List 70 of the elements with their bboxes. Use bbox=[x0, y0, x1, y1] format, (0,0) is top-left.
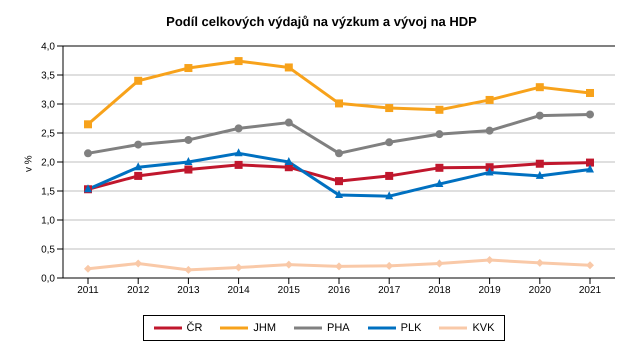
point bbox=[234, 124, 243, 132]
point bbox=[134, 140, 142, 149]
point bbox=[234, 148, 243, 156]
point bbox=[435, 164, 444, 172]
y-tick-label: 1,5 bbox=[41, 186, 56, 198]
point bbox=[435, 179, 444, 188]
point bbox=[134, 172, 142, 180]
point bbox=[586, 261, 594, 270]
y-axis-title: v % bbox=[24, 155, 35, 172]
x-tick-label: 2015 bbox=[278, 285, 300, 296]
legend-label: JHM bbox=[253, 322, 276, 334]
x-tick-label: 2013 bbox=[177, 285, 200, 296]
legend-label: ČR bbox=[186, 322, 202, 334]
point bbox=[486, 96, 494, 104]
point bbox=[84, 264, 92, 273]
y-tick-label: 0,5 bbox=[41, 244, 56, 256]
point bbox=[84, 120, 92, 128]
point bbox=[536, 160, 544, 168]
point bbox=[234, 57, 243, 66]
point bbox=[335, 177, 343, 186]
point bbox=[435, 106, 444, 114]
x-tick-label: 2014 bbox=[227, 285, 250, 296]
point bbox=[284, 118, 293, 127]
legend-label: PHA bbox=[327, 322, 350, 334]
point bbox=[284, 157, 293, 165]
point bbox=[385, 172, 394, 180]
point bbox=[184, 166, 192, 174]
point bbox=[536, 112, 544, 120]
point bbox=[586, 158, 594, 167]
x-tick-label: 2020 bbox=[528, 285, 552, 296]
point bbox=[184, 64, 192, 72]
point bbox=[134, 162, 142, 170]
legend-label: PLK bbox=[400, 322, 422, 334]
point bbox=[536, 170, 544, 179]
x-tick-label: 2017 bbox=[378, 285, 401, 296]
y-tick-label: 3,0 bbox=[41, 100, 56, 111]
y-tick-label: 3,5 bbox=[41, 70, 56, 82]
point bbox=[486, 126, 494, 135]
point bbox=[184, 136, 192, 144]
point bbox=[335, 262, 343, 270]
point bbox=[385, 104, 394, 112]
chart-title: Podíl celkových výdajů na výzkum a vývoj na HDP bbox=[165, 13, 478, 31]
point bbox=[536, 83, 544, 92]
y-tick-label: 4,0 bbox=[41, 42, 56, 53]
point bbox=[335, 99, 343, 108]
x-tick-label: 2011 bbox=[77, 285, 100, 296]
point bbox=[234, 160, 243, 169]
y-tick-label: 2,5 bbox=[41, 128, 56, 140]
y-tick-label: 0,0 bbox=[41, 274, 56, 285]
point bbox=[385, 191, 394, 200]
point bbox=[134, 76, 142, 85]
legend-label: KVK bbox=[472, 322, 494, 334]
x-tick-label: 2019 bbox=[478, 285, 502, 296]
point bbox=[335, 149, 343, 158]
y-tick-label: 1,0 bbox=[41, 216, 56, 227]
point bbox=[284, 63, 293, 72]
point bbox=[586, 164, 594, 173]
point bbox=[335, 190, 343, 198]
y-tick-label: 2,0 bbox=[41, 158, 56, 169]
point bbox=[586, 88, 594, 97]
x-tick-label: 2018 bbox=[428, 285, 451, 296]
x-tick-label: 2016 bbox=[328, 285, 351, 296]
point bbox=[84, 149, 92, 158]
point bbox=[586, 110, 594, 118]
point bbox=[184, 157, 192, 165]
x-tick-label: 2021 bbox=[578, 285, 602, 296]
point bbox=[486, 167, 494, 176]
point bbox=[435, 130, 444, 138]
x-tick-label: 2012 bbox=[127, 285, 150, 296]
point bbox=[385, 138, 394, 146]
